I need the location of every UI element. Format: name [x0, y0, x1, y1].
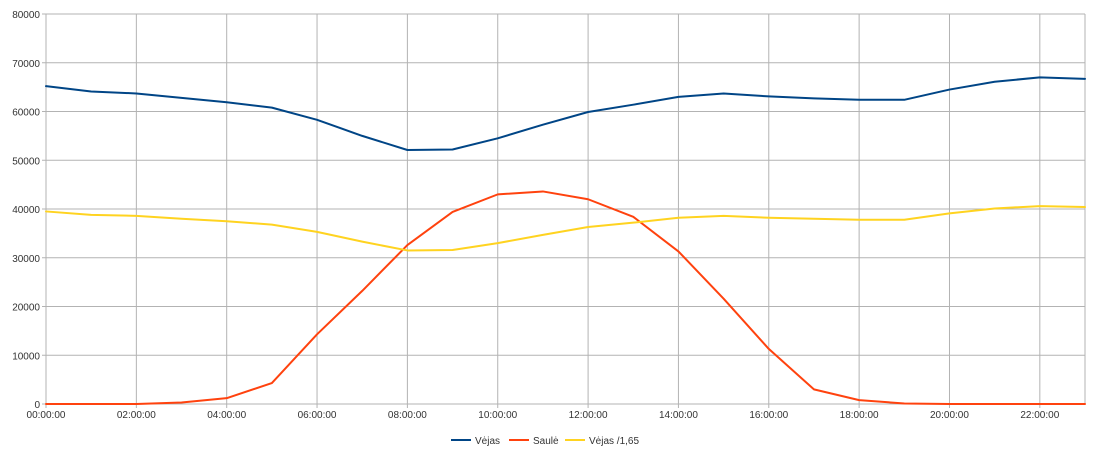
x-tick-label: 00:00:00: [27, 410, 66, 421]
x-tick-label: 06:00:00: [298, 410, 337, 421]
y-tick-label: 30000: [12, 254, 40, 265]
x-tick-label: 02:00:00: [117, 410, 156, 421]
y-tick-label: 50000: [12, 156, 40, 167]
y-tick-label: 20000: [12, 303, 40, 314]
x-tick-label: 22:00:00: [1020, 410, 1059, 421]
legend-label: Vėjas: [475, 436, 500, 447]
legend-label: Saulė: [533, 436, 559, 447]
series-line-2: [45, 205, 1086, 252]
legend: Vėjas Saulė Vėjas /1,65: [451, 436, 639, 447]
grid-lines: [45, 13, 1086, 405]
axes: 0 10000 20000 30000 40000 50000 60000 70000 8000…: [12, 10, 1060, 421]
x-tick-label: 20:00:00: [930, 410, 969, 421]
x-tick-label: 10:00:00: [478, 410, 517, 421]
x-tick-label: 04:00:00: [207, 410, 246, 421]
x-tick-label: 14:00:00: [659, 410, 698, 421]
y-tick-label: 60000: [12, 108, 40, 119]
series-lines: [45, 76, 1086, 405]
series-line-0: [45, 76, 1086, 152]
x-tick-label: 12:00:00: [569, 410, 608, 421]
y-tick-label: 80000: [12, 10, 40, 21]
series-line-1: [45, 190, 1086, 405]
x-tick-label: 18:00:00: [840, 410, 879, 421]
legend-label: Vėjas /1,65: [589, 436, 639, 447]
y-tick-label: 70000: [12, 59, 40, 70]
x-tick-label: 08:00:00: [388, 410, 427, 421]
y-tick-label: 0: [34, 400, 40, 411]
x-tick-label: 16:00:00: [749, 410, 788, 421]
y-tick-label: 10000: [12, 351, 40, 362]
y-tick-label: 40000: [12, 205, 40, 216]
